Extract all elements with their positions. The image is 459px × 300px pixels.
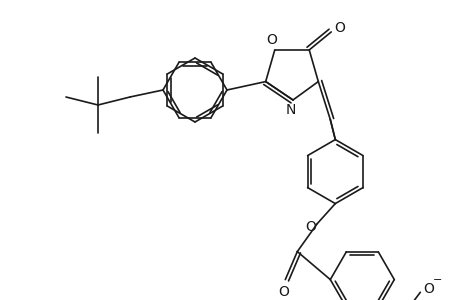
Text: O: O	[422, 282, 433, 296]
Text: O: O	[304, 220, 315, 234]
Text: O: O	[277, 285, 288, 298]
Text: O: O	[333, 21, 344, 35]
Text: −: −	[431, 275, 441, 285]
Text: N: N	[285, 103, 296, 117]
Text: O: O	[266, 33, 277, 47]
